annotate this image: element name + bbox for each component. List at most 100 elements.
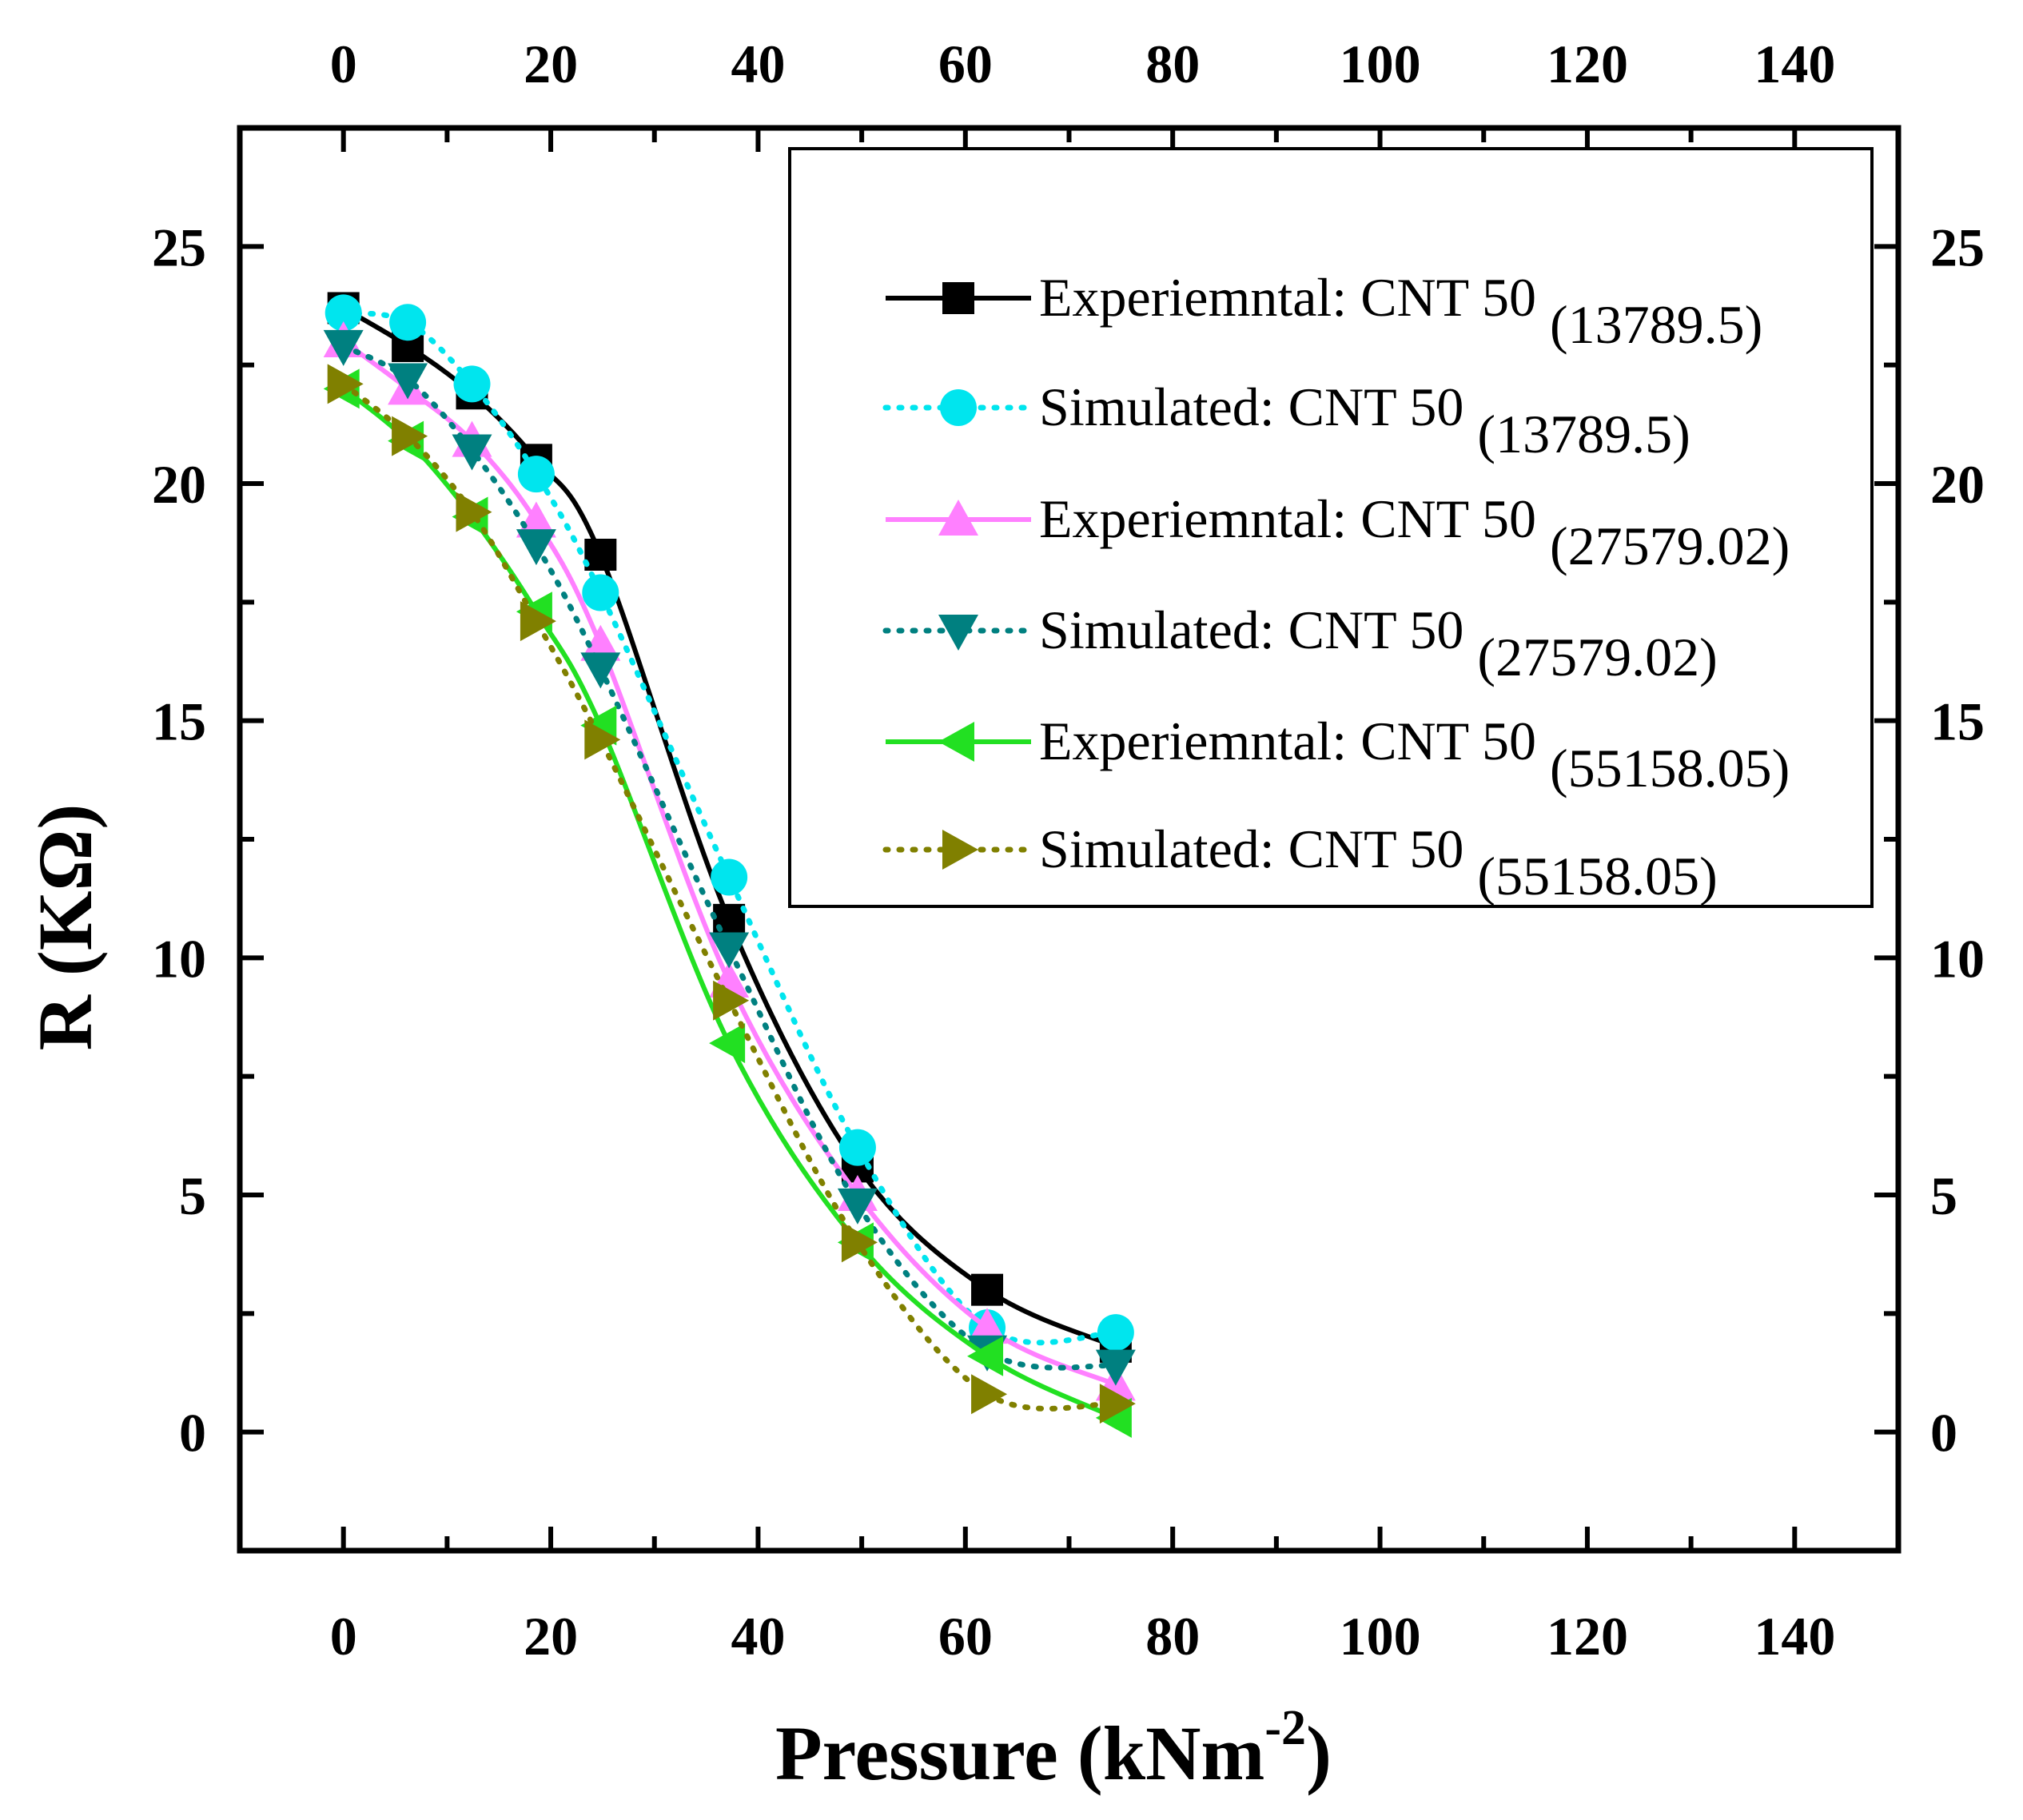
legend-label: Experiemntal: CNT 50 (55158.05)	[1039, 711, 1790, 798]
circle-marker	[711, 858, 748, 896]
x-tick-label: 20	[524, 1606, 578, 1667]
legend-label: Simulated: CNT 50 (27579.02)	[1039, 599, 1718, 687]
triangle-right-marker	[971, 1374, 1008, 1415]
y-tick-label-right: 25	[1930, 217, 1985, 277]
series-line	[340, 380, 1119, 1412]
x-tick-label-top: 80	[1145, 34, 1200, 94]
x-tick-label: 120	[1547, 1606, 1628, 1667]
x-tick-label: 60	[938, 1606, 993, 1667]
triangle-down-marker	[452, 434, 492, 471]
axis-ticks	[237, 125, 1901, 1553]
x-tick-label-top: 40	[731, 34, 785, 94]
legend-label: Simulated: CNT 50 (13789.5)	[1039, 376, 1690, 464]
x-axis-title-close: )	[1306, 1710, 1332, 1796]
y-axis-title: R (KΩ)	[22, 804, 108, 1051]
triangle-right-marker	[713, 980, 750, 1021]
legend-label: Simulated: CNT 50 (55158.05)	[1039, 818, 1718, 906]
triangle-down-marker	[388, 363, 428, 400]
legend-label-subscript: (27579.02)	[1477, 627, 1717, 687]
legend-items: Experiemntal: CNT 50 (13789.5)Simulated:…	[882, 267, 1790, 906]
triangle-down-marker	[938, 615, 978, 651]
x-tick-label-top: 60	[938, 34, 993, 94]
x-tick-label: 100	[1340, 1606, 1421, 1667]
triangle-right-marker	[520, 601, 556, 642]
triangle-up-marker	[580, 624, 621, 661]
y-tick-label: 0	[179, 1403, 206, 1464]
x-tick-label: 0	[330, 1606, 357, 1667]
legend: Experiemntal: CNT 50 (13789.5)Simulated:…	[788, 147, 1874, 908]
triangle-right-marker	[392, 416, 428, 456]
legend-label: Experiemntal: CNT 50 (13789.5)	[1039, 267, 1762, 355]
circle-marker	[389, 304, 427, 341]
x-axis-title: Pressure (kNm-2)	[775, 1701, 1332, 1796]
x-axis-title-main: Pressure (kNm	[775, 1710, 1264, 1796]
triangle-right-marker	[942, 830, 978, 870]
y-tick-label: 10	[152, 928, 206, 989]
triangle-left-marker	[938, 722, 974, 762]
triangle-up-marker	[967, 1308, 1008, 1344]
series-line	[341, 339, 1117, 1388]
y-tick-label: 15	[152, 691, 206, 752]
series-layer	[323, 292, 1136, 1438]
triangle-up-marker	[938, 500, 978, 536]
x-tick-label: 40	[731, 1606, 785, 1667]
circle-marker	[517, 456, 555, 493]
legend-item: Simulated: CNT 50 (27579.02)	[882, 599, 1718, 687]
circle-marker	[453, 365, 491, 403]
triangle-down-marker	[1095, 1349, 1136, 1386]
legend-label-text: Experiemntal: CNT 50	[1039, 267, 1550, 328]
x-axis-title-superscript: -2	[1264, 1701, 1306, 1755]
legend-label-subscript: (55158.05)	[1550, 738, 1790, 798]
triangle-down-marker	[580, 652, 621, 689]
triangle-down-marker	[709, 932, 750, 969]
series-line	[341, 387, 1117, 1420]
triangle-right-marker	[584, 719, 621, 760]
square-marker	[713, 903, 746, 936]
y-tick-label: 20	[152, 454, 206, 515]
y-tick-labels-left: 0 5 10 15 20 25	[152, 217, 206, 1463]
x-tick-label-top: 20	[524, 34, 578, 94]
legend-label-text: Experiemntal: CNT 50	[1039, 711, 1550, 771]
legend-item: Simulated: CNT 50 (55158.05)	[882, 818, 1718, 906]
y-tick-label: 5	[179, 1165, 206, 1226]
series-6	[327, 364, 1136, 1424]
square-marker	[971, 1273, 1004, 1306]
legend-item: Experiemntal: CNT 50 (27579.02)	[886, 488, 1790, 576]
legend-label-subscript: (13789.5)	[1477, 404, 1690, 464]
x-tick-labels-bottom: 0 20 40 60 80 100 120 140	[330, 1606, 1836, 1667]
x-tick-label-top: 0	[330, 34, 357, 94]
x-tick-label: 140	[1754, 1606, 1835, 1667]
y-tick-label-right: 5	[1930, 1165, 1957, 1226]
y-tick-label-right: 0	[1930, 1403, 1957, 1464]
y-tick-label-right: 20	[1930, 454, 1985, 515]
legend-label-subscript: (13789.5)	[1550, 294, 1762, 355]
y-tick-labels-right: 0 5 10 15 20 25	[1930, 217, 1985, 1463]
triangle-left-marker	[967, 1336, 1004, 1376]
triangle-down-marker	[516, 529, 556, 566]
square-marker	[942, 282, 974, 314]
x-tick-label-top: 100	[1340, 34, 1421, 94]
square-marker	[584, 539, 617, 571]
triangle-right-marker	[841, 1222, 878, 1263]
legend-item: Experiemntal: CNT 50 (13789.5)	[886, 267, 1762, 355]
y-tick-label-right: 15	[1930, 691, 1985, 752]
circle-marker	[838, 1129, 876, 1166]
circle-marker	[1097, 1314, 1134, 1352]
circle-marker	[325, 294, 362, 332]
triangle-down-marker	[323, 329, 364, 366]
legend-label-subscript: (55158.05)	[1477, 846, 1717, 906]
legend-item: Simulated: CNT 50 (13789.5)	[882, 376, 1690, 464]
triangle-up-marker	[516, 501, 556, 538]
x-tick-label: 80	[1145, 1606, 1200, 1667]
legend-label-text: Simulated: CNT 50	[1039, 599, 1477, 660]
y-tick-label-right: 10	[1930, 928, 1985, 989]
triangle-right-marker	[327, 364, 364, 404]
legend-label: Experiemntal: CNT 50 (27579.02)	[1039, 488, 1790, 576]
legend-label-text: Experiemntal: CNT 50	[1039, 488, 1550, 549]
triangle-right-marker	[1099, 1384, 1136, 1424]
y-tick-label: 25	[152, 217, 206, 277]
x-tick-label-top: 140	[1754, 34, 1835, 94]
circle-marker	[940, 389, 977, 426]
x-tick-labels-top: 0 20 40 60 80 100 120 140	[330, 34, 1836, 94]
